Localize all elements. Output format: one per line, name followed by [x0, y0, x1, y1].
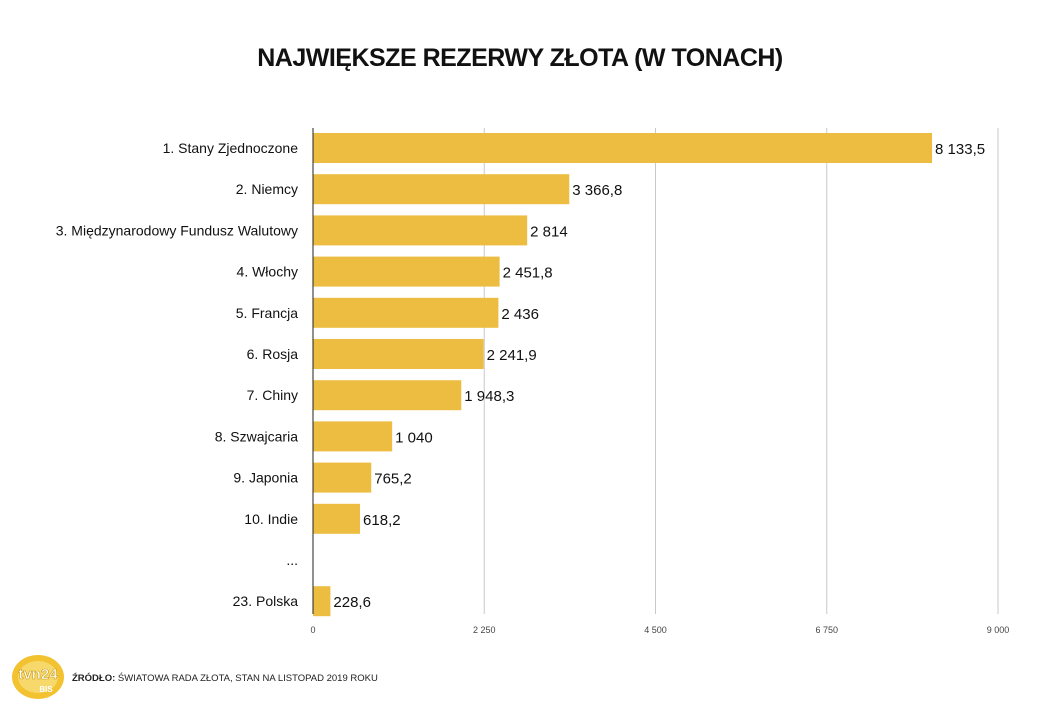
value-label: 2 241,9 [487, 347, 537, 364]
category-labels: 1. Stany Zjednoczone 2. Niemcy 3. Międzyna… [56, 140, 298, 609]
category-label: 1. Stany Zjednoczone [163, 140, 299, 156]
category-label: 3. Międzynarodowy Fundusz Walutowy [56, 222, 298, 238]
source-label: ŹRÓDŁO: [72, 673, 116, 684]
x-tick-label: 9 000 [987, 625, 1010, 635]
bar [313, 421, 393, 452]
bar [313, 586, 331, 617]
value-label: 618,2 [363, 512, 401, 529]
bar [313, 256, 500, 287]
category-label: 7. Chiny [247, 387, 298, 403]
value-label: 2 814 [530, 223, 568, 240]
category-label: 23. Polska [233, 593, 299, 609]
source-text: ŚWIATOWA RADA ZŁOTA, STAN NA LISTOPAD 20… [117, 673, 378, 684]
bar [313, 462, 372, 493]
bar-chart: 1. Stany Zjednoczone 2. Niemcy 3. Międzyna… [56, 128, 1009, 635]
bar [313, 380, 462, 411]
value-label: 228,6 [333, 594, 371, 611]
source-footer: ŹRÓDŁO: ŚWIATOWA RADA ZŁOTA, STAN NA LIS… [72, 673, 378, 684]
value-label: 2 451,8 [503, 265, 553, 282]
category-label: 9. Japonia [233, 470, 298, 486]
category-label: 4. Włochy [237, 264, 298, 280]
bars [313, 133, 933, 617]
category-label: 6. Rosja [247, 346, 299, 362]
x-tick-label: 4 500 [644, 625, 667, 635]
category-label: 10. Indie [244, 511, 298, 527]
value-label: 1 040 [395, 429, 433, 446]
category-label: 2. Niemcy [236, 181, 298, 197]
x-tick-label: 0 [310, 625, 315, 635]
x-tick-labels: 0 2 250 4 500 6 750 9 000 [310, 625, 1009, 635]
value-label: 8 133,5 [935, 141, 985, 158]
chart-title: NAJWIĘKSZE REZERWY ZŁOTA (W TONACH) [257, 44, 783, 72]
bar [313, 297, 499, 328]
value-label: 2 436 [501, 306, 539, 323]
logo-subtext: BIS [39, 685, 53, 694]
bar [313, 174, 570, 205]
category-label: 8. Szwajcaria [215, 428, 298, 444]
value-label: 765,2 [374, 471, 412, 488]
x-tick-label: 2 250 [473, 625, 496, 635]
value-label: 3 366,8 [572, 182, 622, 199]
logo-text: tvn24 [18, 666, 58, 683]
value-label: 1 948,3 [464, 388, 514, 405]
bar [313, 503, 361, 534]
gridlines [483, 128, 999, 614]
tvn24-bis-logo: tvn24 BIS [10, 652, 68, 707]
category-label: ... [286, 552, 298, 568]
bar [313, 133, 933, 163]
x-tick-label: 6 750 [815, 625, 838, 635]
bar [313, 215, 528, 246]
bar [313, 339, 484, 369]
category-label: 5. Francja [236, 305, 298, 321]
value-labels: 8 133,5 3 366,8 2 814 2 451,8 2 436 2 241,9 1 … [333, 141, 985, 611]
